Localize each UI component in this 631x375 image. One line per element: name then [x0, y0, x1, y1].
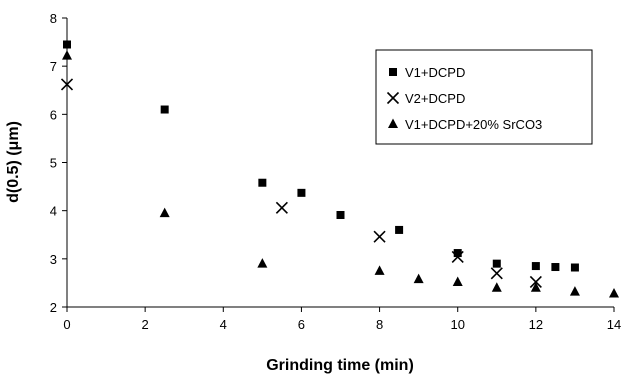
y-tick-label: 7 [50, 59, 57, 74]
data-point-square [570, 263, 579, 272]
data-point-cross [529, 275, 542, 289]
data-point-triangle [413, 273, 424, 284]
x-tick-label: 8 [376, 317, 383, 332]
legend-marker-triangle [388, 118, 398, 128]
x-axis-title: Grinding time (min) [266, 357, 414, 374]
data-point-cross [490, 267, 503, 280]
legend-marker-cross [386, 91, 400, 105]
data-point-square [551, 263, 560, 272]
data-point-cross [60, 78, 74, 91]
y-axis-title: d(0.5) (μm) [5, 121, 22, 203]
x-ticks: 0 2 4 6 8 10 12 14 [63, 307, 621, 332]
legend: V1+DCPD V2+DCPD V1+DCPD+20% SrCO3 [375, 49, 593, 145]
x-tick-label: 14 [607, 317, 621, 332]
data-points [60, 40, 619, 298]
legend-label: V2+DCPD [405, 91, 465, 106]
data-point-triangle [257, 258, 268, 268]
x-tick-label: 2 [142, 317, 149, 332]
y-tick-label: 3 [50, 252, 57, 267]
y-ticks: 2 3 4 5 6 7 8 [50, 11, 67, 315]
y-tick-label: 8 [50, 11, 57, 26]
data-point-square [492, 259, 501, 268]
data-point-square [395, 225, 404, 234]
x-tick-label: 0 [63, 317, 70, 332]
x-tick-label: 6 [298, 317, 305, 332]
data-point-cross [373, 230, 386, 243]
data-point-triangle [609, 288, 619, 298]
legend-box [375, 49, 593, 145]
data-point-square [258, 178, 267, 187]
data-point-triangle [62, 50, 72, 60]
y-tick-label: 4 [50, 204, 57, 219]
data-point-square [453, 249, 462, 258]
data-point-triangle [491, 282, 502, 292]
data-point-square [531, 262, 540, 271]
data-point-triangle [569, 286, 580, 296]
y-tick-label: 5 [50, 156, 57, 171]
data-point-cross [451, 250, 464, 263]
data-point-triangle [530, 282, 541, 292]
data-point-triangle [374, 265, 385, 275]
x-tick-label: 12 [529, 317, 543, 332]
data-point-square [63, 40, 71, 49]
legend-label: V1+DCPD+20% SrCO3 [405, 117, 542, 132]
data-point-square [297, 188, 306, 197]
data-point-cross [275, 201, 288, 214]
x-tick-label: 4 [220, 317, 227, 332]
y-tick-label: 2 [50, 300, 57, 315]
data-point-triangle [452, 276, 463, 286]
data-point-triangle [159, 207, 170, 218]
data-point-square [160, 105, 169, 114]
legend-marker-square [389, 68, 397, 76]
x-tick-label: 10 [450, 317, 464, 332]
data-point-square [336, 211, 345, 220]
legend-label: V1+DCPD [405, 65, 465, 80]
y-tick-label: 6 [50, 107, 57, 122]
